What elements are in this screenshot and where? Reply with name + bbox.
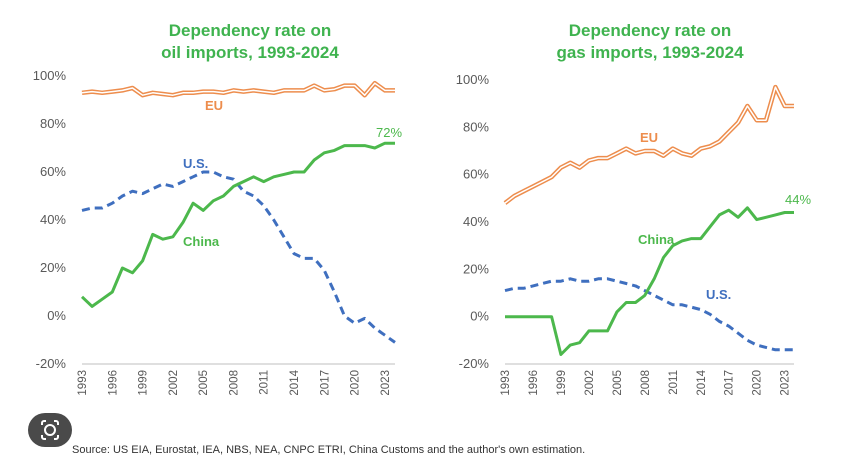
oil-x-tick-label: 2002 [168, 370, 180, 396]
gas-y-tick-label: 0% [470, 309, 489, 324]
gas-chart: Dependency rate on gas imports, 1993-202… [456, 21, 812, 396]
gas-x-tick-label: 1993 [500, 370, 512, 396]
gas-eu-line-inner [504, 86, 794, 204]
oil-y-tick-label: 0% [47, 308, 66, 323]
oil-us-label: U.S. [183, 156, 208, 171]
google-lens-icon[interactable] [28, 413, 72, 447]
oil-y-tick-label: 80% [40, 116, 66, 131]
gas-eu-label: EU [640, 130, 658, 145]
oil-china-label: China [183, 234, 220, 249]
gas-y-tick-label: -20% [459, 356, 490, 371]
gas-x-tick-label: 2017 [724, 370, 736, 396]
oil-y-tick-label: 40% [40, 212, 66, 227]
lens-glyph [41, 420, 59, 440]
gas-x-tick-label: 2005 [612, 370, 624, 396]
gas-china-end-value: 44% [785, 192, 811, 207]
oil-x-tick-label: 1993 [77, 370, 89, 396]
gas-x-tick-label: 1999 [556, 370, 568, 396]
oil-y-tick-label: -20% [36, 356, 67, 371]
gas-x-tick-label: 1996 [528, 370, 540, 396]
gas-x-tick-label: 2008 [640, 370, 652, 396]
gas-us-line [504, 277, 794, 352]
source-note: Source: US EIA, Eurostat, IEA, NBS, NEA,… [72, 444, 586, 456]
oil-x-tick-label: 2008 [228, 370, 240, 396]
gas-x-tick-label: 2002 [584, 370, 596, 396]
oil-chart-title-line2: oil imports, 1993-2024 [161, 43, 339, 62]
oil-x-tick-label: 2017 [319, 370, 331, 396]
gas-china-line [505, 206, 794, 356]
gas-y-tick-label: 60% [463, 167, 489, 182]
oil-x-tick-label: 2020 [350, 370, 362, 396]
gas-y-tick-label: 100% [456, 72, 490, 87]
oil-us-line [81, 170, 396, 344]
gas-x-tick-label: 2011 [668, 370, 680, 395]
gas-x-tick-label: 2023 [780, 370, 792, 396]
gas-china-label: China [638, 232, 675, 247]
oil-y-tick-label: 100% [33, 68, 67, 83]
gas-us-label: U.S. [706, 287, 731, 302]
oil-y-tick-label: 20% [40, 260, 66, 275]
oil-china-end-value: 72% [376, 125, 402, 140]
oil-y-tick-label: 60% [40, 164, 66, 179]
oil-china-line [80, 141, 395, 308]
oil-eu-label: EU [205, 98, 223, 113]
oil-x-tick-label: 1996 [107, 370, 119, 396]
oil-x-tick-label: 1999 [138, 370, 150, 396]
gas-x-tick-label: 2014 [696, 369, 708, 395]
gas-eu-line [503, 84, 794, 205]
gas-chart-title-line1: Dependency rate on [569, 21, 732, 40]
oil-x-tick-label: 2014 [289, 369, 301, 395]
gas-y-tick-label: 40% [463, 214, 489, 229]
oil-chart: Dependency rate on oil imports, 1993-202… [33, 21, 403, 396]
gas-y-tick-label: 20% [463, 261, 489, 276]
oil-x-tick-label: 2011 [259, 370, 271, 395]
gas-chart-title-line2: gas imports, 1993-2024 [556, 43, 744, 62]
gas-y-tick-label: 80% [463, 119, 489, 134]
oil-x-tick-label: 2023 [380, 370, 392, 396]
oil-chart-title-line1: Dependency rate on [169, 21, 332, 40]
oil-x-tick-label: 2005 [198, 370, 210, 396]
gas-x-tick-label: 2020 [752, 370, 764, 396]
oil-eu-line-inner [81, 82, 395, 96]
